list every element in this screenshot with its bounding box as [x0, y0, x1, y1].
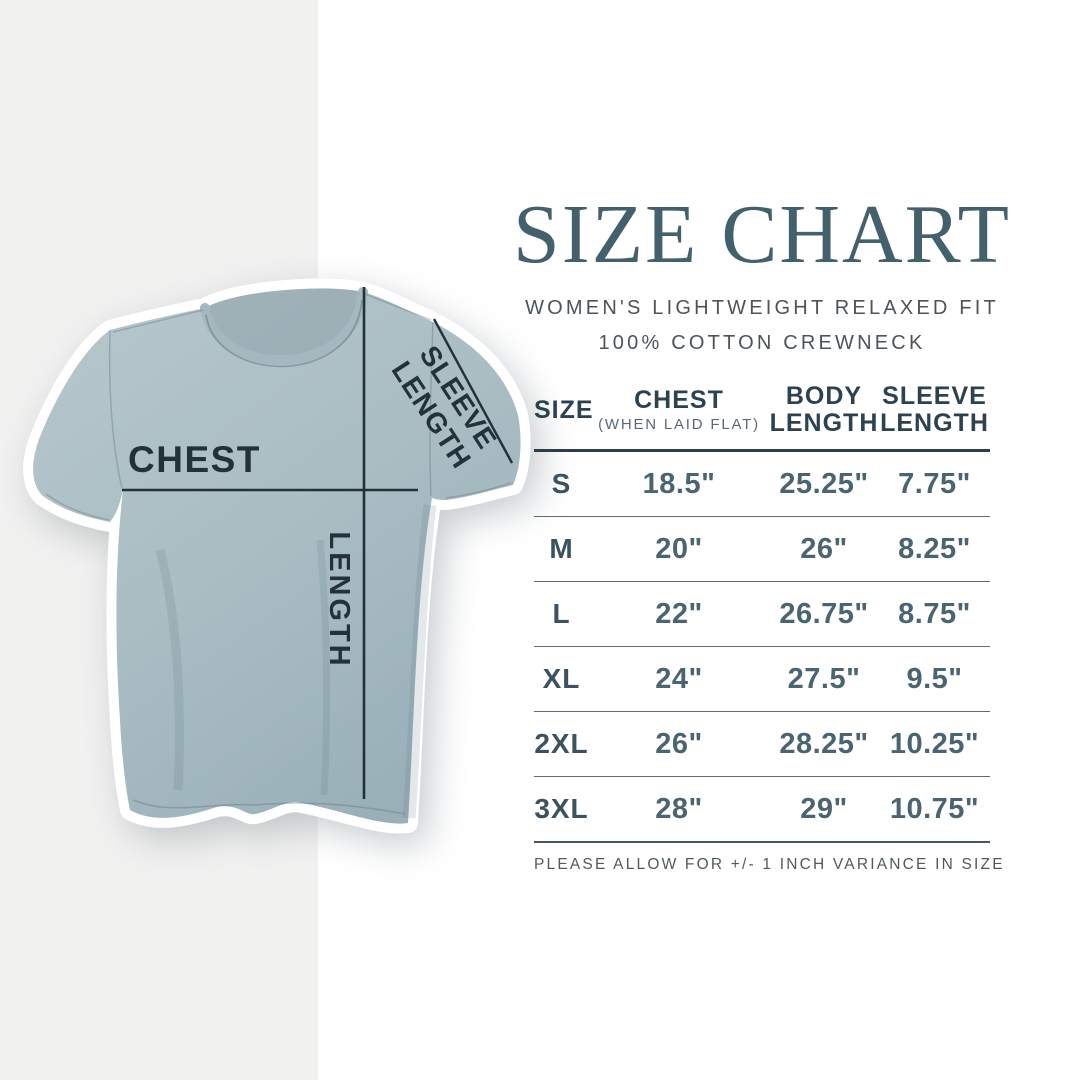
cell-sleeve-length: 10.25"	[889, 727, 980, 760]
size-table-header: SIZE CHEST (WHEN LAID FLAT) BODY LENGTH …	[534, 381, 990, 452]
table-row: XL 24" 27.5" 9.5"	[534, 647, 990, 712]
table-row: S 18.5" 25.25" 7.75"	[534, 452, 990, 517]
collar-band	[200, 287, 368, 365]
cell-chest: 20"	[655, 532, 703, 565]
column-header-sleeve-length: SLEEVE LENGTH	[880, 382, 989, 437]
cell-size: XL	[542, 663, 581, 694]
seam-lines	[45, 293, 512, 815]
cell-sleeve-length: 9.5"	[906, 662, 963, 695]
column-header-chest: CHEST (WHEN LAID FLAT)	[589, 386, 769, 433]
cell-chest: 26"	[655, 727, 703, 760]
column-header-body-length: BODY LENGTH	[769, 382, 879, 437]
table-row: 3XL 28" 29" 10.75"	[534, 777, 990, 843]
cell-body-length: 26"	[800, 532, 848, 565]
cell-chest: 22"	[655, 597, 703, 630]
cell-sleeve-length: 8.75"	[898, 597, 971, 630]
subtitle-line-1: WOMEN'S LIGHTWEIGHT RELAXED FIT	[525, 297, 999, 319]
cell-sleeve-length: 8.25"	[898, 532, 971, 565]
subtitle-line-2: 100% COTTON CREWNECK	[598, 332, 926, 354]
table-row: L 22" 26.75" 8.75"	[534, 582, 990, 647]
tshirt-body	[33, 288, 521, 824]
size-table: SIZE CHEST (WHEN LAID FLAT) BODY LENGTH …	[534, 381, 1005, 874]
cell-size: 3XL	[534, 793, 589, 824]
variance-footnote: PLEASE ALLOW FOR +/- 1 INCH VARIANCE IN …	[534, 856, 1005, 873]
cell-size: L	[552, 598, 571, 629]
column-subheader-chest: (WHEN LAID FLAT)	[598, 415, 760, 433]
cell-sleeve-length: 7.75"	[898, 467, 971, 500]
cell-body-length: 29"	[800, 792, 848, 825]
cell-body-length: 26.75"	[779, 597, 869, 630]
cell-chest: 18.5"	[642, 467, 716, 500]
page-title: SIZE CHART	[513, 188, 1011, 281]
length-label: LENGTH	[323, 531, 355, 668]
cell-size: M	[549, 533, 574, 564]
table-row: 2XL 26" 28.25" 10.25"	[534, 712, 990, 777]
cell-body-length: 28.25"	[779, 727, 869, 760]
collar-inner-shadow	[205, 288, 363, 361]
cell-sleeve-length: 10.75"	[889, 792, 980, 825]
cell-body-length: 25.25"	[779, 467, 869, 500]
cell-size: S	[551, 468, 572, 499]
cell-chest: 24"	[655, 662, 703, 695]
fold-shading	[155, 504, 437, 819]
size-chart-panel: SIZE CHART WOMEN'S LIGHTWEIGHT RELAXED F…	[512, 193, 1012, 874]
chest-label: CHEST	[128, 439, 261, 480]
cell-size: 2XL	[534, 728, 589, 759]
tshirt-diagram: CHEST LENGTH SLEEVE LENGTH	[23, 278, 531, 834]
collar-seam	[205, 299, 363, 368]
column-header-size: SIZE	[534, 395, 594, 424]
cell-body-length: 27.5"	[787, 662, 861, 695]
table-row: M 20" 26" 8.25"	[534, 517, 990, 582]
sleeve-length-line	[432, 318, 514, 464]
cell-chest: 28"	[655, 792, 703, 825]
size-table-rows: S 18.5" 25.25" 7.75" M 20" 26" 8.25" L 2…	[534, 452, 990, 843]
